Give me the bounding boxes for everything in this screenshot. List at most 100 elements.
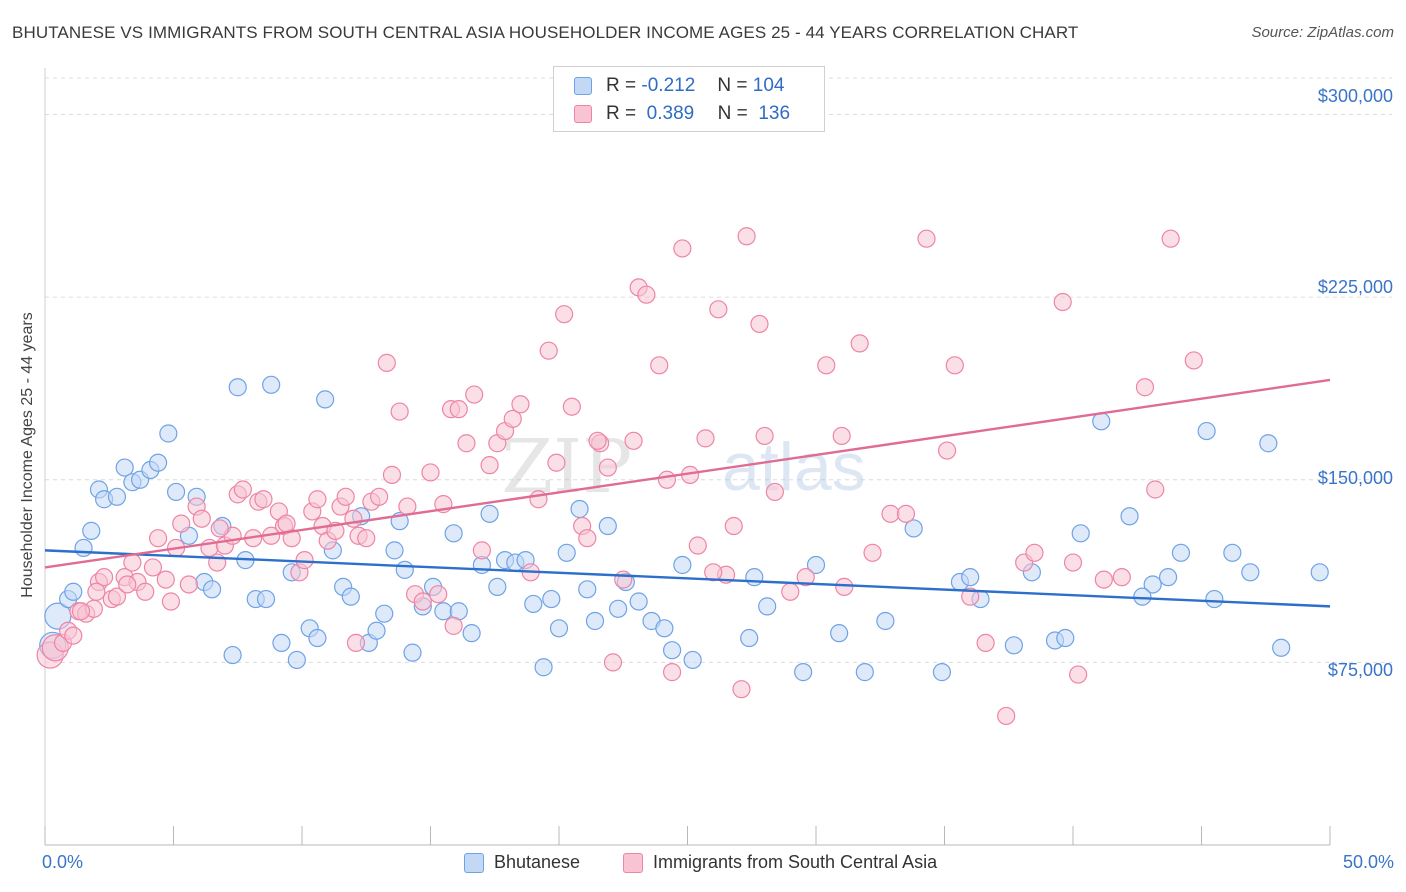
immigrants-point: [357, 529, 376, 548]
immigrants-point: [1161, 229, 1180, 248]
immigrants-point: [945, 356, 964, 375]
bhutanese-point: [542, 589, 561, 609]
immigrants-point: [755, 426, 774, 446]
bhutanese-point: [1223, 543, 1242, 562]
bhutanese-swatch: [464, 852, 484, 873]
y-tick-label: $300,000: [1317, 86, 1393, 106]
immigrants-point: [1094, 570, 1113, 589]
immigrants-point: [578, 529, 597, 548]
bhutanese-point: [609, 599, 628, 618]
bhutanese-point: [1205, 589, 1224, 609]
y-tick-label: $75,000: [1327, 660, 1393, 680]
bhutanese-point: [629, 592, 648, 611]
immigrants-point: [277, 514, 296, 533]
legend-row-bhutanese: R = -0.212 N = 104: [574, 73, 784, 99]
immigrants-point: [750, 314, 769, 334]
bhutanese-point: [375, 604, 394, 623]
immigrants-point: [961, 587, 980, 606]
immigrants-point: [650, 356, 669, 375]
bhutanese-point: [228, 378, 247, 397]
immigrants-point: [673, 239, 692, 258]
immigrants-point: [210, 519, 229, 538]
bhutanese-point: [287, 650, 306, 670]
legend-r-value: 0.389: [646, 103, 695, 124]
immigrants-point: [832, 426, 851, 446]
immigrants-point: [881, 504, 900, 523]
immigrants-point: [835, 577, 854, 596]
bhutanese-point: [1133, 587, 1152, 606]
bhutanese-point: [367, 621, 386, 640]
immigrants-swatch: [623, 852, 643, 873]
bhutanese-point: [578, 580, 597, 599]
immigrants-point: [1053, 292, 1072, 312]
immigrants-point: [1112, 568, 1131, 587]
immigrants-point: [192, 509, 211, 528]
immigrants-point: [413, 592, 432, 611]
immigrants-point: [637, 285, 656, 304]
immigrants-point: [118, 575, 137, 594]
bhutanese-point: [223, 645, 242, 665]
bhutanese-point: [462, 624, 481, 643]
immigrants-point: [588, 431, 607, 450]
bhutanese-point: [745, 568, 764, 587]
immigrants-point: [547, 453, 566, 472]
immigrants-point: [254, 490, 273, 509]
immigrants-point: [732, 680, 751, 699]
bhutanese-point: [341, 587, 360, 606]
bhutanese-point: [1004, 636, 1023, 655]
immigrants-point: [603, 653, 623, 672]
immigrants-points: [36, 227, 1203, 726]
bhutanese-point: [1120, 507, 1139, 526]
immigrants-point: [1135, 378, 1155, 397]
bhutanese-point: [256, 589, 276, 609]
bhutanese-point: [806, 555, 826, 575]
bhutanese-point: [1197, 421, 1216, 441]
immigrants-point: [704, 563, 723, 582]
immigrants-point: [1184, 351, 1203, 370]
legend-item-bhutanese: Bhutanese: [464, 852, 580, 873]
immigrants-point: [429, 585, 448, 604]
immigrants-point: [598, 458, 617, 477]
immigrants-point: [107, 587, 127, 606]
immigrants-point: [336, 487, 355, 506]
immigrants-point: [421, 463, 440, 482]
legend-label: Immigrants from South Central Asia: [653, 852, 938, 872]
immigrants-point: [614, 570, 633, 589]
immigrants-point: [781, 582, 800, 601]
bhutanese-point: [202, 580, 222, 599]
immigrants-point: [87, 582, 106, 601]
immigrants-point: [817, 356, 836, 375]
immigrants-point: [308, 490, 327, 509]
bhutanese-point: [876, 611, 895, 631]
legend-r-value: -0.212: [641, 75, 696, 96]
bhutanese-point: [395, 560, 414, 579]
bhutanese-point: [1272, 638, 1291, 657]
immigrants-point: [382, 465, 402, 484]
bhutanese-trend-line: [44, 549, 1331, 608]
immigrants-point: [143, 558, 163, 577]
immigrants-point: [863, 543, 882, 562]
bhutanese-point: [107, 487, 127, 506]
immigrants-point: [480, 456, 499, 475]
immigrants-point: [976, 633, 995, 653]
bhutanese-swatch: [574, 77, 592, 95]
y-tick-label: $150,000: [1317, 468, 1393, 488]
bhutanese-point: [524, 594, 543, 614]
bhutanese-point: [159, 424, 178, 443]
immigrants-point: [539, 341, 558, 360]
immigrants-point: [136, 582, 155, 601]
immigrants-point: [1146, 480, 1165, 499]
bhutanese-point: [673, 555, 692, 575]
immigrants-point: [295, 551, 314, 570]
immigrants-trend-line: [44, 378, 1331, 569]
immigrants-point: [555, 305, 574, 324]
bhutanese-point: [904, 519, 923, 538]
immigrants-point: [796, 568, 815, 587]
bhutanese-point: [585, 611, 605, 631]
bhutanese-point: [1310, 563, 1329, 582]
immigrants-point: [529, 490, 548, 509]
immigrants-point: [937, 441, 957, 460]
y-tick-label: $225,000: [1317, 277, 1393, 297]
immigrants-point: [1063, 553, 1083, 572]
